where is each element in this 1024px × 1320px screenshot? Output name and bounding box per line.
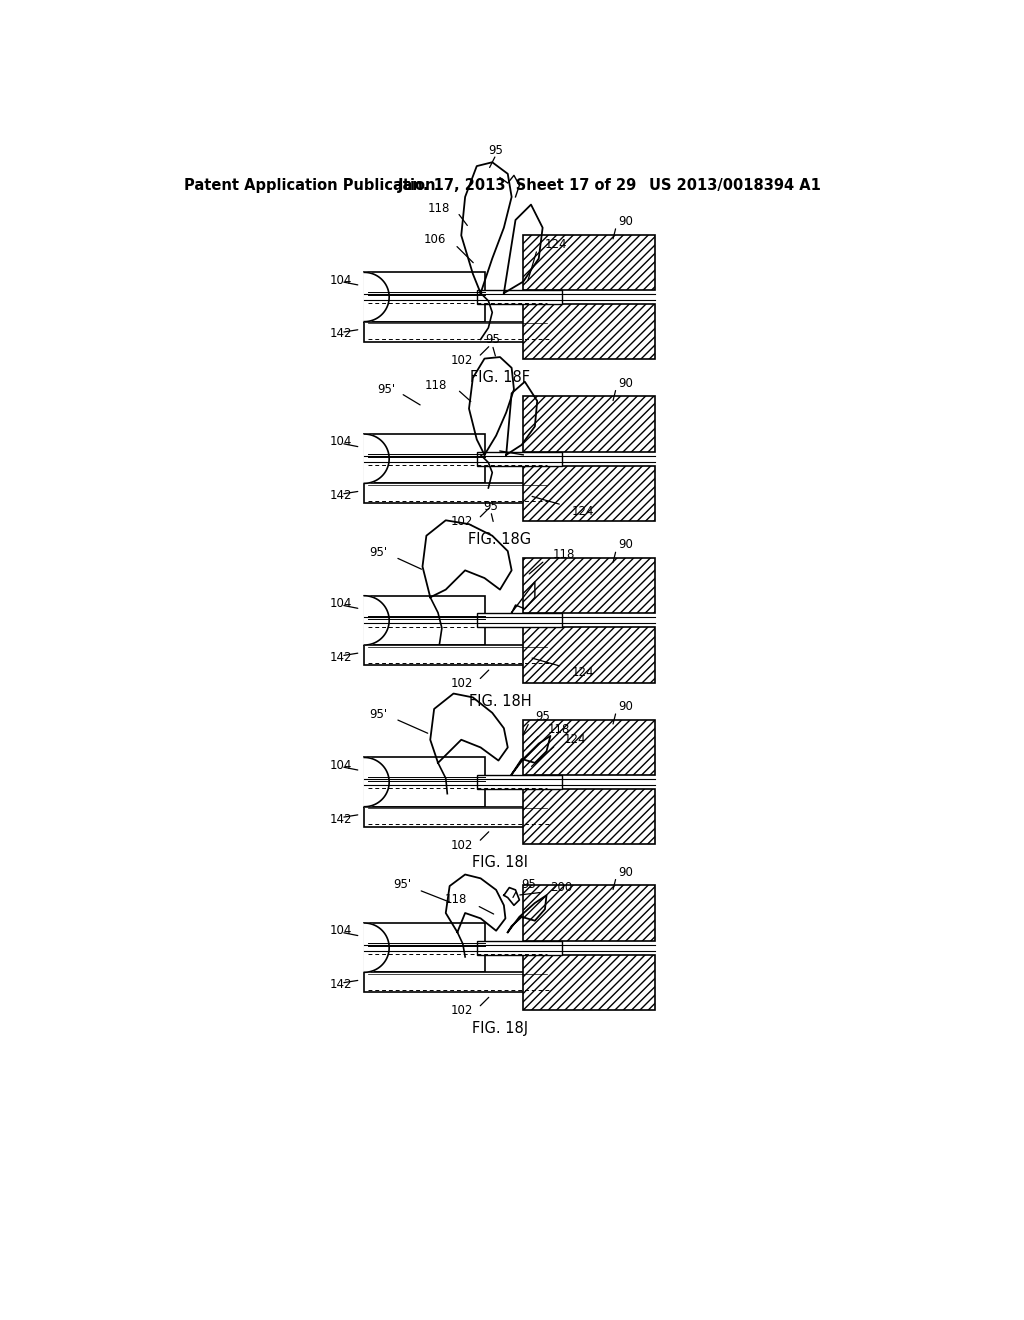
Text: 95': 95': [377, 383, 395, 396]
Text: 102: 102: [451, 838, 473, 851]
Text: 104: 104: [330, 273, 352, 286]
Bar: [523, 466, 655, 521]
Text: 95: 95: [483, 500, 498, 513]
Bar: [365, 322, 554, 342]
Text: 95: 95: [488, 144, 504, 157]
Text: 142: 142: [330, 978, 352, 991]
Text: 102: 102: [451, 1005, 473, 1018]
Bar: [477, 614, 562, 627]
Text: 90: 90: [617, 376, 633, 389]
Text: 104: 104: [330, 759, 352, 772]
Bar: [523, 719, 655, 775]
Text: 118: 118: [425, 379, 447, 392]
Text: 90: 90: [617, 700, 633, 713]
Text: 118: 118: [427, 202, 450, 215]
Bar: [523, 789, 655, 845]
Text: 142: 142: [330, 327, 352, 341]
Text: 124: 124: [571, 667, 594, 680]
Bar: [523, 954, 655, 1010]
Text: 90: 90: [617, 215, 633, 228]
Text: 200: 200: [550, 880, 572, 894]
Text: US 2013/0018394 A1: US 2013/0018394 A1: [649, 178, 820, 193]
Polygon shape: [365, 595, 389, 645]
Text: 102: 102: [451, 677, 473, 690]
Text: FIG. 18I: FIG. 18I: [472, 855, 528, 870]
Bar: [523, 304, 655, 359]
Bar: [477, 451, 562, 466]
Text: 142: 142: [330, 490, 352, 502]
Text: 102: 102: [451, 515, 473, 528]
Bar: [365, 758, 484, 807]
Bar: [365, 483, 554, 503]
Text: 118: 118: [553, 548, 575, 561]
Text: 95': 95': [393, 878, 411, 891]
Text: 104: 104: [330, 436, 352, 449]
Text: 124: 124: [545, 238, 567, 251]
Bar: [523, 396, 655, 451]
Bar: [365, 272, 484, 322]
Text: 124: 124: [563, 733, 586, 746]
Text: 118: 118: [445, 894, 467, 907]
Bar: [523, 886, 655, 941]
Bar: [523, 558, 655, 614]
Text: 90: 90: [617, 539, 633, 552]
Text: 106: 106: [423, 232, 445, 246]
Text: 104: 104: [330, 924, 352, 937]
Polygon shape: [365, 434, 389, 483]
Text: FIG. 18F: FIG. 18F: [470, 371, 530, 385]
Polygon shape: [365, 923, 389, 973]
Text: 95': 95': [370, 546, 388, 560]
Text: 95: 95: [484, 333, 500, 346]
Text: 142: 142: [330, 813, 352, 825]
Text: FIG. 18G: FIG. 18G: [468, 532, 531, 546]
Text: Jan. 17, 2013  Sheet 17 of 29: Jan. 17, 2013 Sheet 17 of 29: [397, 178, 637, 193]
Bar: [477, 941, 562, 954]
Bar: [365, 595, 484, 645]
Bar: [365, 923, 484, 973]
Text: 104: 104: [330, 597, 352, 610]
Bar: [523, 627, 655, 682]
Text: FIG. 18H: FIG. 18H: [469, 694, 531, 709]
Bar: [477, 290, 562, 304]
Text: 124: 124: [571, 504, 594, 517]
Text: 142: 142: [330, 651, 352, 664]
Polygon shape: [365, 758, 389, 807]
Text: FIG. 18J: FIG. 18J: [472, 1020, 528, 1036]
Text: 95: 95: [535, 710, 550, 723]
Bar: [477, 775, 562, 789]
Bar: [365, 645, 554, 665]
Bar: [365, 973, 554, 993]
Text: Patent Application Publication: Patent Application Publication: [183, 178, 435, 193]
Text: 95': 95': [370, 708, 388, 721]
Bar: [365, 434, 484, 483]
Polygon shape: [365, 272, 389, 322]
Text: 118: 118: [548, 723, 570, 737]
Bar: [523, 235, 655, 290]
Text: 95: 95: [521, 878, 537, 891]
Bar: [365, 807, 554, 826]
Text: 90: 90: [617, 866, 633, 879]
Text: 102: 102: [451, 354, 473, 367]
